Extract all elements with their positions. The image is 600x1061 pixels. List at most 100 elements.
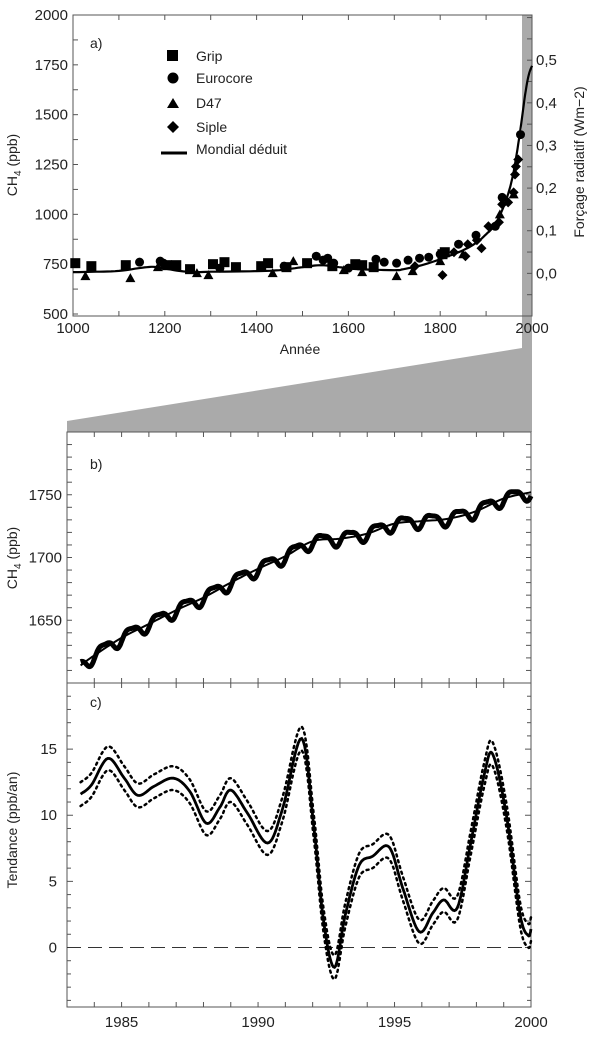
point-grip	[263, 258, 274, 269]
point-eurocore	[323, 253, 333, 263]
point-eurocore	[215, 263, 225, 273]
series-monthly-ch4	[78, 489, 534, 670]
y-tick-label: 750	[43, 256, 68, 273]
x-tick-label: 1800	[424, 320, 457, 337]
point-eurocore	[454, 239, 464, 249]
x-tick-label: 2000	[515, 320, 548, 337]
point-grip	[70, 258, 81, 269]
point-siple	[508, 187, 519, 198]
y2-tick-label: 0,0	[536, 265, 557, 282]
ylabel-rest: (ppb)	[4, 527, 20, 564]
x-tick-label: 1200	[148, 320, 181, 337]
series-trend-ch4	[80, 491, 532, 667]
legend-label-grip: Grip	[196, 48, 223, 64]
point-d47	[357, 267, 368, 277]
series-growth-rate	[79, 736, 533, 969]
y-tick-label: 1650	[29, 612, 62, 629]
panel-a-xlabel: Année	[280, 341, 321, 357]
panel-c-label: c)	[90, 694, 102, 710]
legend-label-mondial: Mondial déduit	[196, 141, 287, 157]
legend: Grip Eurocore D47 Siple Mondial déduit	[161, 48, 287, 157]
legend-circle-icon	[167, 72, 179, 84]
point-grip	[171, 260, 182, 271]
y-tick-label: 500	[43, 306, 68, 323]
point-eurocore	[415, 253, 425, 263]
x-tick-label: 1995	[378, 1014, 411, 1031]
zoom-connector-band	[522, 15, 532, 432]
point-d47	[435, 256, 446, 266]
point-eurocore	[311, 251, 321, 261]
point-eurocore	[379, 257, 389, 267]
x-tick-label: 1000	[56, 320, 89, 337]
x-tick-label: 1985	[105, 1014, 138, 1031]
panel-b-label: b)	[90, 456, 102, 472]
point-d47	[267, 268, 278, 278]
point-grip	[302, 258, 313, 269]
point-grip	[350, 259, 361, 270]
panel-a-ylabel: CH4 (ppb)	[4, 134, 24, 196]
point-grip	[439, 247, 450, 258]
y-tick-label: 0	[49, 939, 57, 956]
panel-a: 1000 1200 1400 1600 1800 2000 500 750 1000 1250 15…	[35, 7, 557, 337]
point-grip	[256, 261, 267, 272]
ylabel-sub: 4	[13, 563, 24, 569]
point-eurocore	[424, 252, 434, 262]
point-siple	[476, 243, 487, 254]
point-eurocore	[497, 192, 507, 202]
x-tick-label: 1400	[240, 320, 273, 337]
zoom-connector-trapezoid	[67, 348, 532, 432]
point-grip	[368, 262, 379, 273]
legend-label-siple: Siple	[196, 119, 227, 135]
y-tick-label: 2000	[35, 7, 68, 24]
point-eurocore	[392, 258, 402, 268]
y-tick-label: 10	[40, 807, 57, 824]
point-eurocore	[158, 258, 168, 268]
point-siple	[437, 270, 448, 281]
point-d47	[125, 273, 136, 283]
point-d47	[338, 265, 349, 275]
point-siple	[493, 217, 504, 228]
panel-c: 1985 1990 1995 2000 0 5 10 15	[40, 695, 548, 1031]
series-upper-bound	[79, 725, 533, 957]
point-grip	[185, 264, 196, 275]
panel-a-y2label: Forçage radiatif (Wm−2)	[571, 86, 587, 237]
point-grip	[120, 260, 131, 271]
ylabel-rest: (ppb)	[4, 134, 20, 171]
y-tick-label: 1750	[29, 487, 62, 504]
point-d47	[80, 271, 91, 281]
point-d47	[407, 266, 418, 276]
legend-label-d47: D47	[196, 95, 222, 111]
point-d47	[391, 271, 402, 281]
y-tick-label: 1750	[35, 57, 68, 74]
y-tick-label: 1700	[29, 550, 62, 567]
x-tick-label: 2000	[514, 1014, 547, 1031]
y-tick-label: 1250	[35, 157, 68, 174]
point-eurocore	[371, 254, 381, 264]
point-grip	[230, 262, 241, 273]
ylabel-sub: 4	[13, 170, 24, 176]
point-d47	[288, 256, 299, 266]
legend-label-eurocore: Eurocore	[196, 70, 253, 86]
legend-square-icon	[167, 50, 178, 61]
panel-bc-frame	[66, 431, 532, 1008]
point-siple	[460, 251, 471, 262]
y2-tick-label: 0,2	[536, 180, 557, 197]
legend-diamond-icon	[167, 121, 179, 133]
y2-tick-label: 0,4	[536, 95, 557, 112]
panel-a-frame	[72, 14, 533, 317]
panel-b-ylabel: CH4 (ppb)	[4, 527, 24, 589]
y-tick-label: 1000	[35, 206, 68, 223]
y2-tick-label: 0,3	[536, 137, 557, 154]
y-tick-label: 1500	[35, 107, 68, 124]
series-lower-bound	[79, 748, 533, 981]
y-tick-label: 15	[40, 741, 57, 758]
point-grip	[357, 260, 368, 271]
legend-triangle-icon	[167, 98, 179, 108]
point-d47	[203, 270, 214, 280]
y2-tick-label: 0,5	[536, 52, 557, 69]
ylabel-main: CH	[4, 176, 20, 196]
x-tick-label: 1990	[241, 1014, 274, 1031]
y-tick-label: 5	[49, 873, 57, 890]
panel-c-ylabel: Tendance (ppb/an)	[4, 772, 20, 889]
